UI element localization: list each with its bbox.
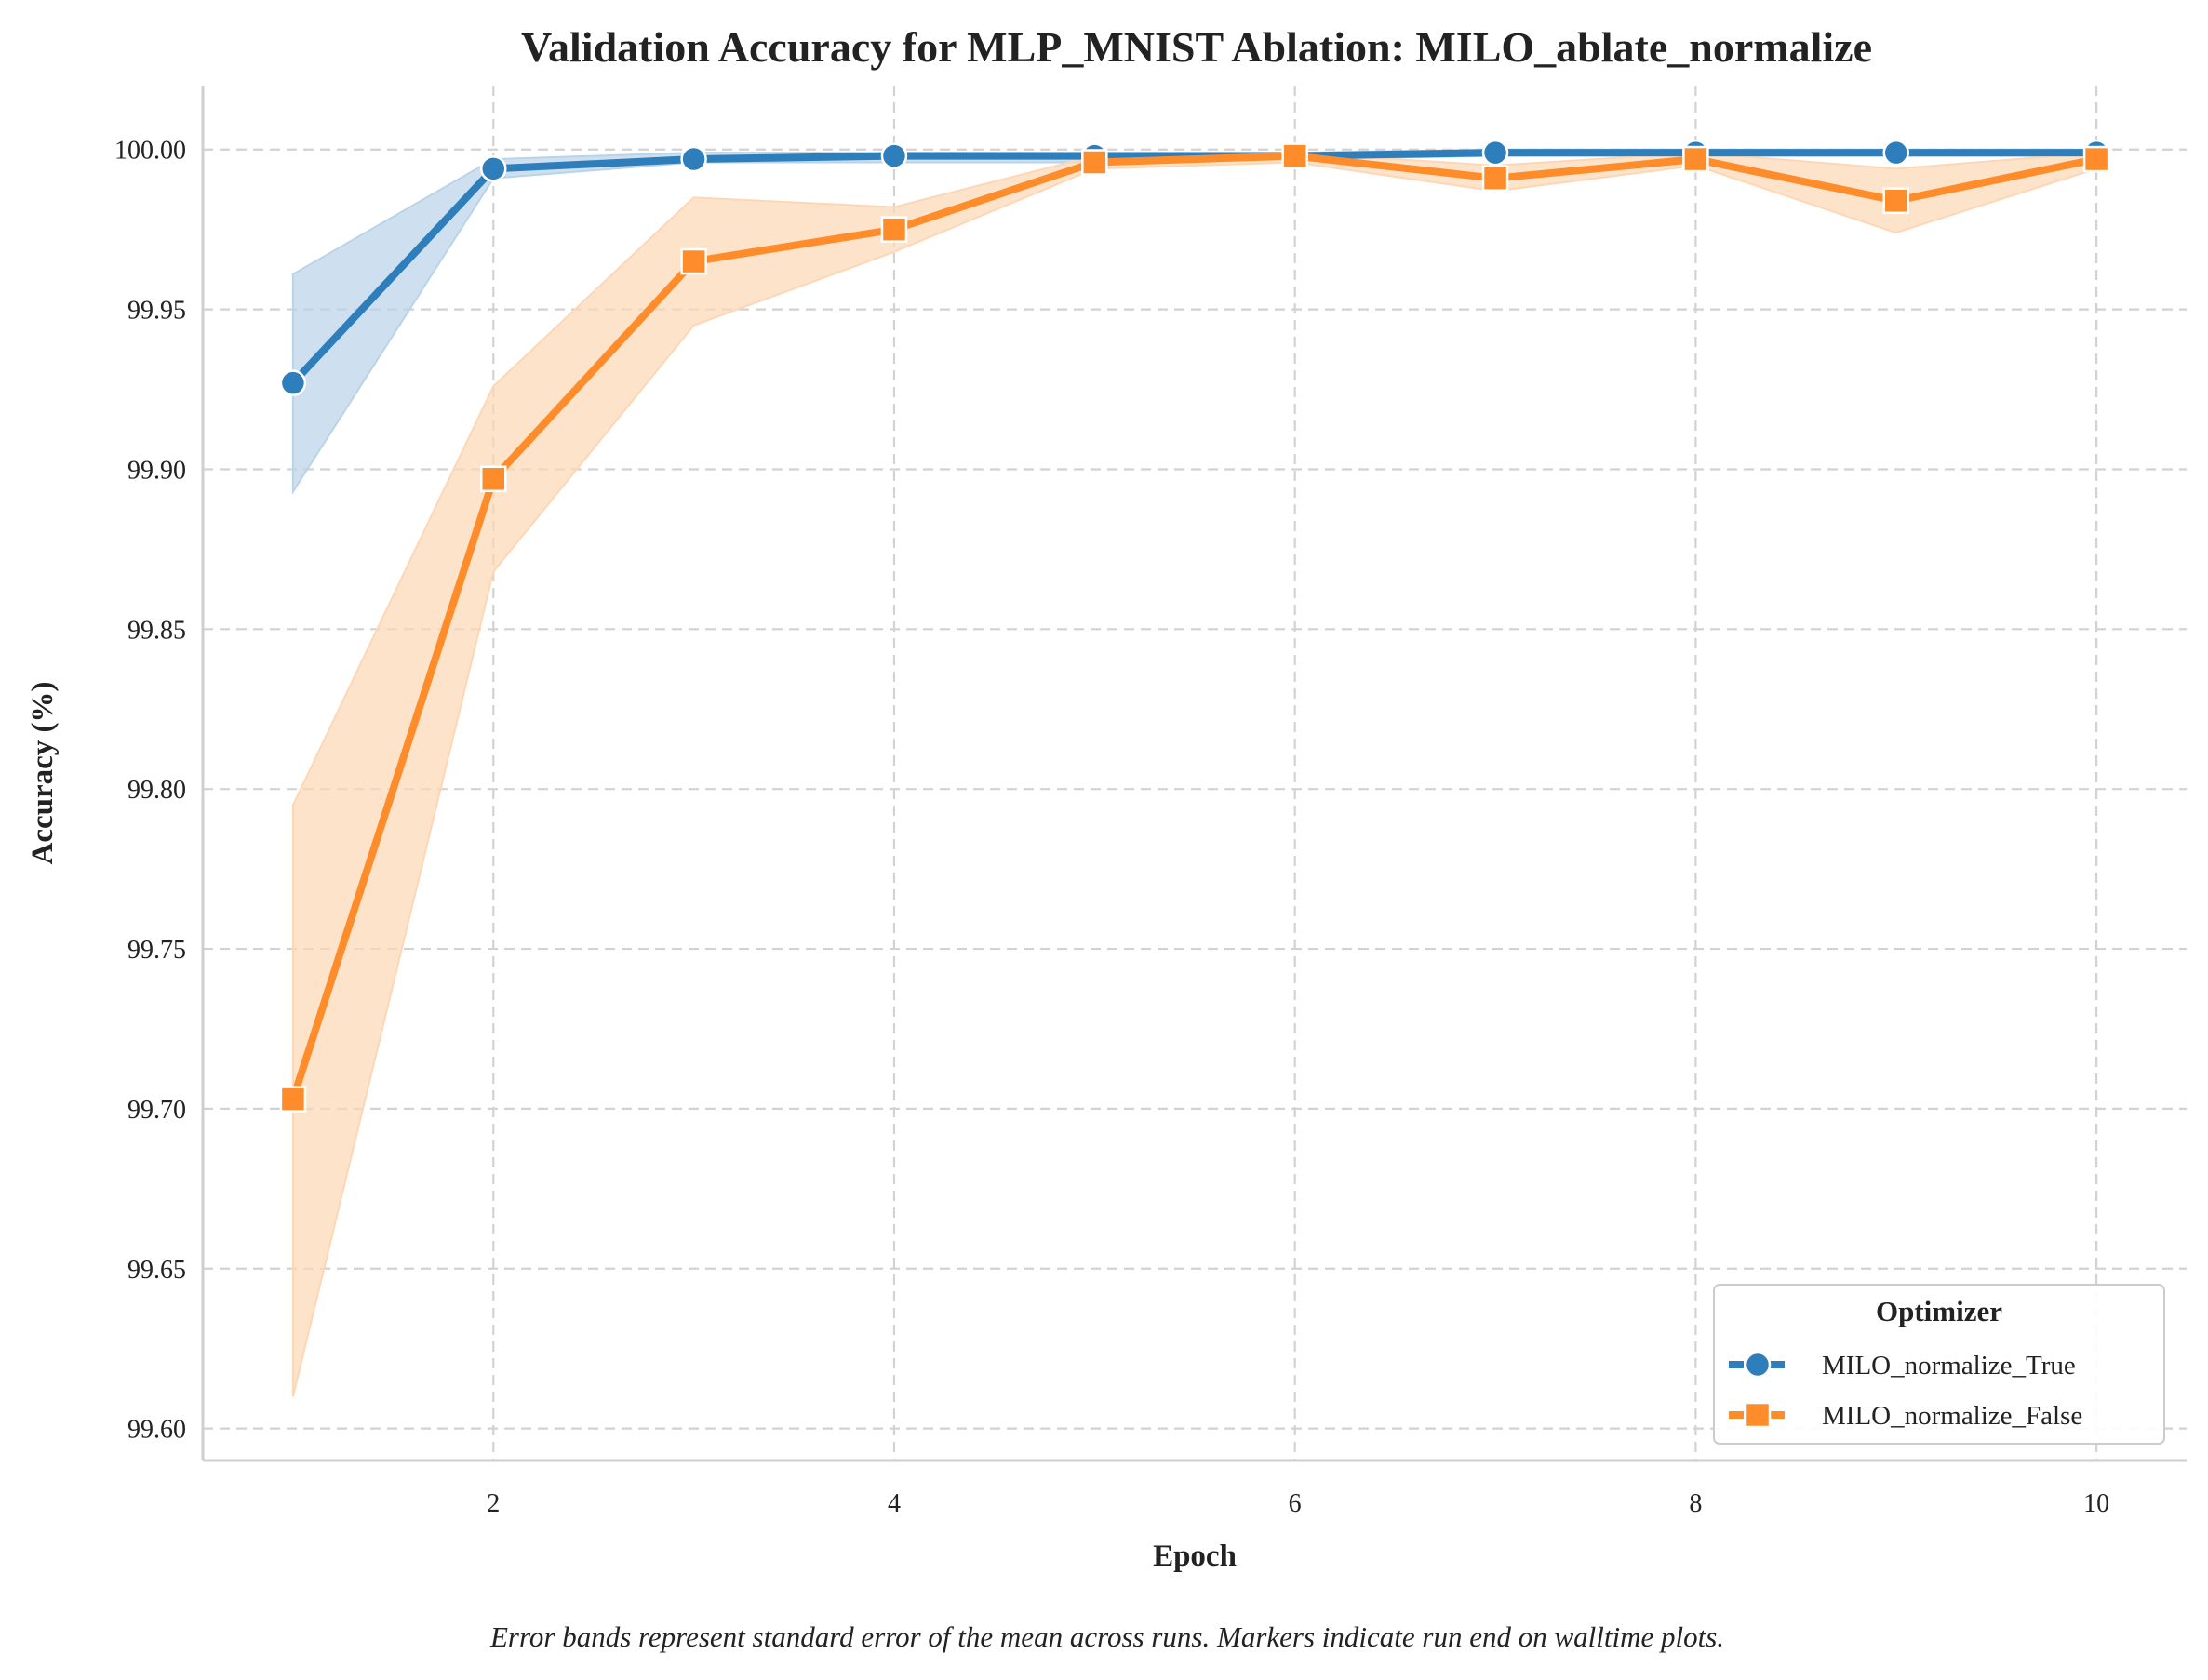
legend-marker	[1744, 1401, 1772, 1429]
y-tick-label: 99.95	[127, 297, 186, 326]
legend: Optimizer MILO_normalize_TrueMILO_normal…	[1713, 1284, 2165, 1445]
series-lines	[288, 149, 2101, 1103]
x-ticks: 2 4 6 8 10	[487, 1489, 2109, 1518]
point-MILO_normalize_False-4	[880, 216, 908, 243]
legend-marker	[1744, 1351, 1772, 1379]
x-tick-label: 6	[1289, 1489, 1302, 1518]
legend-box	[1713, 1284, 2165, 1445]
x-tick-label: 8	[1689, 1489, 1702, 1518]
x-axis-label: Epoch	[1153, 1540, 1237, 1573]
point-MILO_normalize_False-5	[1081, 149, 1108, 176]
y-ticks: 99.60 99.65 99.70 99.75 99.80 99.85 99.90 99.95…	[114, 137, 186, 1445]
y-tick-label: 100.00	[114, 137, 186, 166]
y-axis-label: Accuracy (%)	[26, 681, 60, 864]
x-tick-label: 4	[888, 1489, 901, 1518]
point-MILO_normalize_True-2	[480, 155, 507, 182]
point-MILO_normalize_True-3	[680, 145, 707, 173]
y-tick-label: 99.90	[127, 456, 186, 485]
point-MILO_normalize_False-6	[1281, 142, 1308, 169]
point-MILO_normalize_False-8	[1682, 145, 1709, 173]
point-MILO_normalize_False-1	[279, 1086, 307, 1113]
y-tick-label: 99.70	[127, 1096, 186, 1125]
point-MILO_normalize_False-9	[1882, 187, 1909, 214]
y-tick-label: 99.75	[127, 936, 186, 965]
y-tick-label: 99.80	[127, 776, 186, 805]
point-MILO_normalize_False-10	[2082, 145, 2110, 173]
legend-items: MILO_normalize_True MILO_normalize_False	[1729, 1351, 2082, 1431]
error-bands	[291, 148, 2098, 1397]
legend-item-MILO_normalize_True: MILO_normalize_True	[1729, 1351, 2076, 1380]
point-MILO_normalize_False-3	[680, 247, 707, 275]
legend-label: MILO_normalize_False	[1822, 1401, 2082, 1431]
point-MILO_normalize_False-7	[1481, 165, 1509, 192]
error-band-MILO_normalize_False	[291, 152, 2098, 1397]
caption: Error bands represent standard error of …	[489, 1620, 1724, 1653]
legend-label: MILO_normalize_True	[1822, 1351, 2076, 1380]
grid	[203, 86, 2187, 1460]
point-MILO_normalize_True-4	[880, 142, 908, 169]
legend-item-MILO_normalize_False: MILO_normalize_False	[1729, 1401, 2082, 1431]
point-MILO_normalize_True-7	[1481, 139, 1509, 167]
series-line-MILO_normalize_False	[288, 152, 2101, 1103]
chart-title: Validation Accuracy for MLP_MNIST Ablati…	[521, 23, 1872, 71]
series-markers	[279, 139, 2110, 1113]
y-tick-label: 99.60	[127, 1416, 186, 1445]
point-MILO_normalize_True-9	[1882, 139, 1909, 167]
point-MILO_normalize_False-2	[480, 465, 507, 493]
x-tick-label: 10	[2083, 1489, 2109, 1518]
x-tick-label: 2	[487, 1489, 500, 1518]
y-tick-label: 99.85	[127, 616, 186, 645]
y-tick-label: 99.65	[127, 1256, 186, 1285]
legend-title: Optimizer	[1876, 1295, 2002, 1327]
point-MILO_normalize_True-1	[279, 369, 307, 396]
